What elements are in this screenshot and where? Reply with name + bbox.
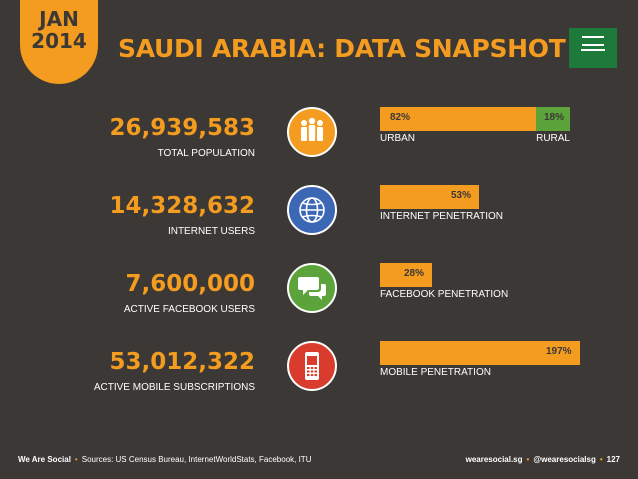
footer-sources: We Are Social • Sources: US Census Bureau,… (18, 455, 312, 464)
stat-row-mobile: 53,012,322 ACTIVE MOBILE SUBSCRIPTIONS 1… (0, 341, 638, 429)
stat-row-internet: 14,328,632 INTERNET USERS 53% INTERNET P… (0, 185, 638, 273)
stat-row-population: 26,939,583 TOTAL POPULATION 82% 18% URBA… (0, 107, 638, 195)
internet-penetration-label: INTERNET PENETRATION (380, 211, 503, 222)
urban-bar (380, 107, 536, 131)
rural-bar (536, 107, 570, 131)
stat-value: 7,600,000 (125, 271, 256, 297)
footer-sources-text: Sources: US Census Bureau, InternetWorld… (81, 455, 312, 464)
facebook-penetration-fill (380, 263, 432, 287)
mobile-penetration-percent: 197% (546, 346, 572, 357)
stat-value: 53,012,322 (109, 349, 255, 375)
facebook-penetration-percent: 28% (404, 268, 425, 279)
internet-penetration-fill (380, 185, 479, 209)
date-year: 2014 (31, 29, 87, 53)
urban-label: URBAN (380, 133, 416, 144)
urban-rural-bar: 82% 18% URBAN RURAL (380, 107, 570, 144)
mobile-penetration-fill (380, 341, 580, 365)
mobile-phone-icon (287, 341, 337, 391)
internet-penetration-percent: 53% (451, 190, 472, 201)
facebook-penetration-bar: 28% FACEBOOK PENETRATION (380, 263, 570, 300)
urban-percent: 82% (390, 112, 411, 123)
rural-percent: 18% (543, 112, 564, 123)
footer-brand: We Are Social (18, 455, 71, 464)
flag-sword-mark (581, 49, 605, 51)
stat-row-facebook: 7,600,000 ACTIVE FACEBOOK USERS 28% FACE… (0, 263, 638, 351)
footer-site-link[interactable]: wearesocial.sg (465, 455, 523, 464)
stat-label: ACTIVE MOBILE SUBSCRIPTIONS (93, 382, 255, 393)
facebook-penetration-label: FACEBOOK PENETRATION (380, 289, 509, 300)
saudi-arabia-flag-icon (569, 28, 617, 68)
stat-label: INTERNET USERS (167, 226, 255, 237)
mobile-penetration-label: MOBILE PENETRATION (380, 367, 491, 378)
footer-links: wearesocial.sg • @wearesocialsg • 127 (465, 455, 620, 464)
globe-icon (287, 185, 337, 235)
chat-icon (287, 263, 337, 313)
stat-label: TOTAL POPULATION (157, 148, 255, 159)
internet-penetration-bar: 53% INTERNET PENETRATION (380, 185, 570, 222)
stat-value: 26,939,583 (109, 115, 255, 141)
page-number: 127 (606, 455, 620, 464)
mobile-penetration-bar: 197% MOBILE PENETRATION (380, 341, 580, 378)
stat-label: ACTIVE FACEBOOK USERS (123, 304, 255, 315)
rural-label: RURAL (536, 133, 570, 144)
flag-script-mark (582, 36, 604, 46)
footer-handle-link[interactable]: @wearesocialsg (533, 455, 596, 464)
date-month: JAN (39, 7, 79, 31)
page-title: SAUDI ARABIA: DATA SNAPSHOT (118, 34, 566, 63)
people-icon (287, 107, 337, 157)
date-badge: JAN 2014 (20, 0, 98, 84)
stat-value: 14,328,632 (109, 193, 255, 219)
